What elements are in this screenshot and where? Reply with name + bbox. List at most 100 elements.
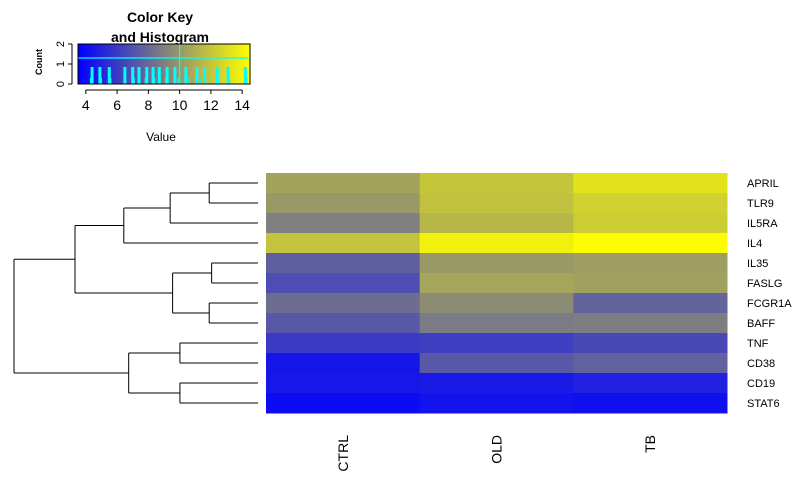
heatmap-cell [573, 393, 728, 414]
color-key-gradient [78, 44, 251, 84]
color-key-gradient-step [92, 44, 96, 84]
heatmap-row-label: IL4 [747, 238, 762, 250]
heatmap-row-label: BAFF [747, 318, 775, 330]
heatmap-cell [573, 353, 728, 374]
heatmap-cell [573, 253, 728, 274]
color-key-gradient-step [155, 44, 159, 84]
color-key-frame [77, 43, 251, 85]
color-key-y-tick-label: 1 [55, 61, 67, 67]
color-key-gradient-step [164, 44, 168, 84]
color-key-gradient-step [215, 44, 220, 84]
color-key-gradient-step [221, 44, 225, 84]
color-key-gradient-step [166, 44, 171, 84]
color-key-gradient-step [115, 44, 119, 84]
histogram-bar [123, 67, 127, 84]
heatmap-cell [573, 313, 728, 334]
color-key-gradient-step [232, 44, 237, 84]
color-key-gradient-step [229, 44, 234, 84]
heatmap-cell [573, 193, 728, 214]
color-key-gradient-step [89, 44, 93, 84]
color-key-gradient-step [201, 44, 205, 84]
heatmap-cells [266, 173, 728, 414]
color-key-x-tick-label: 8 [144, 97, 152, 113]
histogram-bar [165, 67, 169, 84]
color-key-gradient-step [106, 44, 111, 84]
color-key-gradient-step [149, 44, 154, 84]
color-key-gradient-step [103, 44, 108, 84]
color-key-gradient-step [80, 44, 85, 84]
color-key-gradient-step [129, 44, 134, 84]
color-key-y-tick-label: 0 [55, 81, 67, 87]
heatmap-cell [266, 353, 421, 374]
heatmap-cell [419, 273, 574, 294]
color-key-gradient-step [83, 44, 88, 84]
color-key-gradient-step [135, 44, 139, 84]
color-key-title-line-2: and Histogram [111, 29, 209, 45]
color-key-x-tick-label: 4 [82, 97, 90, 113]
color-key-gradient-step [169, 44, 174, 84]
heatmap-cell [266, 333, 421, 354]
color-key-gradient-step [146, 44, 151, 84]
heatmap-cell [419, 253, 574, 274]
histogram-bar [157, 67, 161, 84]
heatmap-cell [573, 293, 728, 314]
color-key-gradient-step [238, 44, 242, 84]
color-key-y-axis-label: Count [34, 49, 44, 75]
histogram-bar [90, 67, 94, 84]
color-key-gradient-step [192, 44, 197, 84]
heatmap-cell [419, 193, 574, 214]
color-key-gradient-step [235, 44, 240, 84]
color-key-gradient-step [123, 44, 128, 84]
color-key-gradient-step [247, 44, 251, 84]
heatmap-row-label: STAT6 [747, 398, 780, 410]
color-key-gradient-step [161, 44, 165, 84]
heatmap-row-labels: APRIL TLR9 IL5RA IL4 IL35 FASLG FCGR1A BAFF TNF C… [747, 178, 792, 410]
heatmap-cell [419, 373, 574, 394]
heatmap-cell [419, 213, 574, 234]
heatmap-cell [573, 213, 728, 234]
color-key-title-line-1: Color Key [127, 9, 193, 25]
color-key-x-tick-label: 10 [172, 97, 188, 113]
color-key-x-tick-label: 14 [234, 97, 250, 113]
histogram-bar [226, 67, 230, 84]
color-key-gradient-step [175, 44, 179, 84]
heatmap-cell [266, 393, 421, 414]
color-key-gradient-step [172, 44, 177, 84]
heatmap-cell [573, 173, 728, 194]
color-key-gradient-step [184, 44, 188, 84]
heatmap-row-label: CD38 [747, 358, 775, 370]
color-key-gradient-step [204, 44, 208, 84]
color-key-gradient-step [209, 44, 214, 84]
color-key-gradient-step [195, 44, 199, 84]
color-key-gradient-step [78, 44, 82, 84]
color-key-gradient-step [186, 44, 191, 84]
histogram-bar [151, 67, 155, 84]
heatmap-cell [419, 353, 574, 374]
heatmap-cell [573, 233, 728, 254]
histogram-bar [184, 67, 188, 84]
heatmap-row-label: FASLG [747, 278, 782, 290]
heatmap-row-label: FCGR1A [747, 298, 792, 310]
color-key-gradient-step [95, 44, 99, 84]
heatmap-cell [266, 293, 421, 314]
color-key-gradient-step [244, 44, 248, 84]
histogram-bar [203, 67, 207, 84]
color-key-histogram-bars [78, 44, 249, 84]
heatmap-row-label: IL5RA [747, 218, 778, 230]
heatmap-row-label: IL35 [747, 258, 768, 270]
color-key-gradient-step [227, 44, 231, 84]
heatmap-cell [266, 173, 421, 194]
color-key-y-tick-label: 2 [55, 41, 67, 47]
heatmap-cell [573, 333, 728, 354]
heatmap-row-label: CD19 [747, 378, 775, 390]
row-dendrogram [13, 182, 258, 404]
color-key-gradient-step [109, 44, 113, 84]
heatmap-cell [419, 173, 574, 194]
histogram-bar [195, 67, 199, 84]
heatmap-cell [266, 273, 421, 294]
color-key-gradient-step [241, 44, 245, 84]
heatmap-row-label: APRIL [747, 178, 779, 190]
